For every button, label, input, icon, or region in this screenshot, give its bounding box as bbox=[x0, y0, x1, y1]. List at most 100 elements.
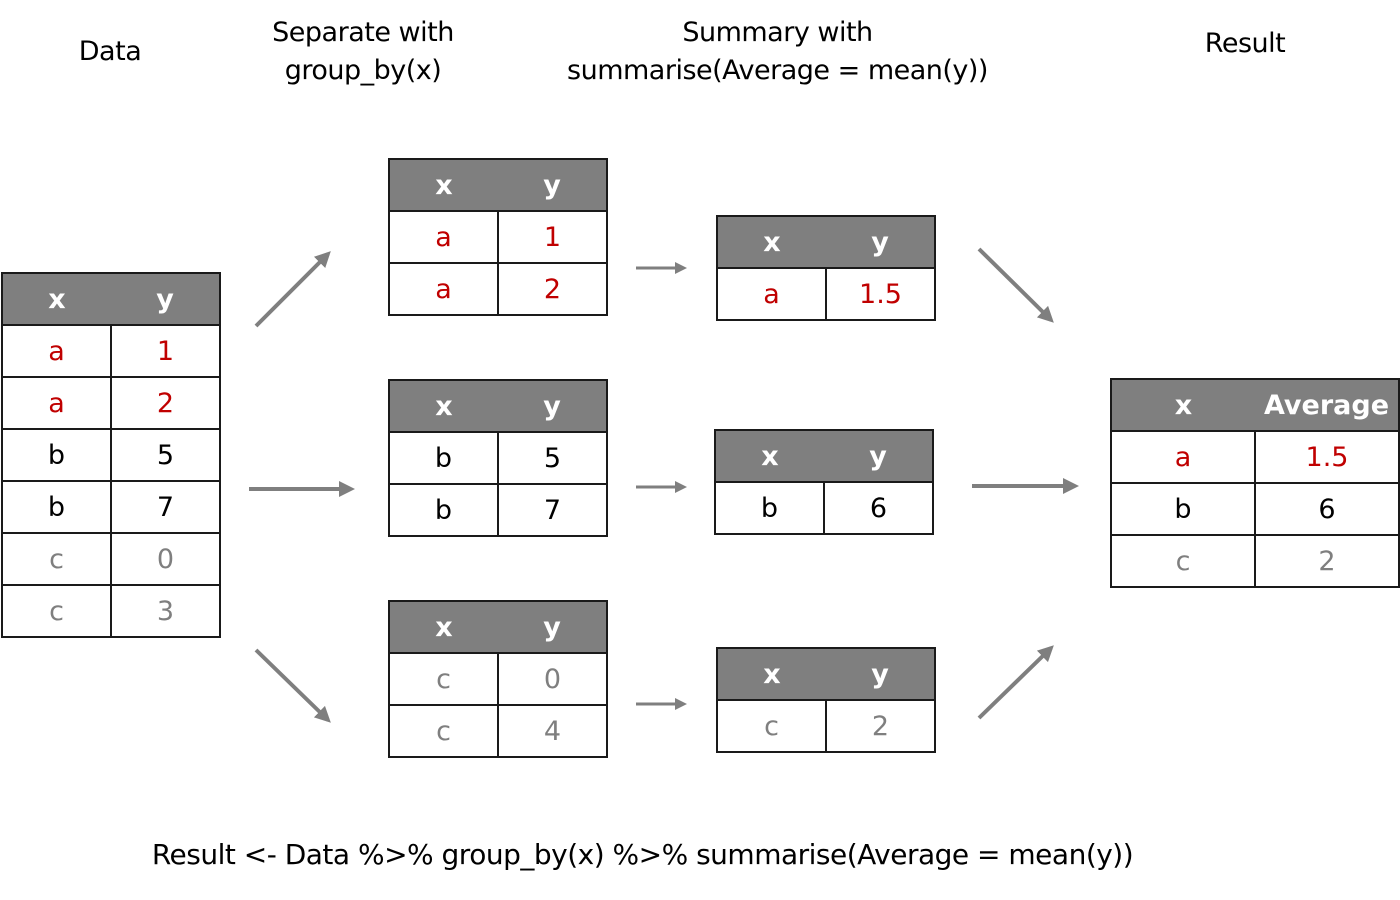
summary-table-body: a 1.5 bbox=[716, 267, 936, 321]
table-cell-x: b bbox=[388, 431, 499, 485]
summary-heading-line2: summarise(Average = mean(y)) bbox=[567, 55, 988, 86]
column-header: x bbox=[388, 158, 498, 212]
column-header: x bbox=[388, 379, 498, 433]
table-cell-y: 2 bbox=[110, 376, 221, 430]
table-cell-x: a bbox=[1, 376, 112, 430]
table-cell-x: b bbox=[1, 480, 112, 534]
arrow-data-to-group-c bbox=[254, 648, 331, 723]
table-cell-x: c bbox=[1, 584, 112, 638]
column-header: x bbox=[716, 647, 826, 701]
column-header: y bbox=[498, 158, 608, 212]
header-row: x Average bbox=[1110, 378, 1400, 432]
column-header: x bbox=[388, 600, 498, 654]
table-cell-y: 1 bbox=[497, 210, 608, 264]
table-cell-x: b bbox=[1, 428, 112, 482]
column-header: Average bbox=[1255, 378, 1400, 432]
arrow-summary-a-to-result bbox=[977, 247, 1054, 323]
table-cell-x: c bbox=[716, 699, 827, 753]
separate-heading: Separate with group_by(x) bbox=[233, 14, 493, 90]
column-header: y bbox=[111, 272, 221, 326]
table-cell-x: c bbox=[1110, 534, 1256, 588]
table-cell-y: 5 bbox=[110, 428, 221, 482]
summary-heading-line1: Summary with bbox=[682, 17, 873, 48]
separate-heading-line2: group_by(x) bbox=[284, 55, 442, 86]
table-cell-x: c bbox=[388, 704, 499, 758]
table-cell-y: 2 bbox=[825, 699, 936, 753]
table-cell-y: 5 bbox=[497, 431, 608, 485]
separate-heading-line1: Separate with bbox=[272, 17, 454, 48]
column-header: x bbox=[1, 272, 111, 326]
column-header: y bbox=[826, 215, 936, 269]
summary-heading: Summary with summarise(Average = mean(y)… bbox=[540, 14, 1015, 90]
table-cell-x: a bbox=[1110, 430, 1256, 484]
table-cell-y: 1 bbox=[110, 324, 221, 378]
table-cell-y: 0 bbox=[497, 652, 608, 706]
table-cell-x: b bbox=[388, 483, 499, 537]
column-header: y bbox=[826, 647, 936, 701]
table-row: a 1.5 bbox=[1110, 430, 1400, 484]
data-heading: Data bbox=[78, 36, 142, 67]
result-table-header: x Average bbox=[1110, 378, 1400, 432]
table-row: a 1.5 bbox=[716, 267, 936, 321]
table-cell-x: a bbox=[388, 262, 499, 316]
result-heading: Result bbox=[1204, 28, 1286, 59]
table-cell-y: 6 bbox=[823, 481, 934, 535]
result-table: x Average a 1.5 b 6 c 2 bbox=[1110, 378, 1400, 588]
result-table-body: a 1.5 b 6 c 2 bbox=[1110, 430, 1400, 588]
table-cell-y: 7 bbox=[497, 483, 608, 537]
column-header: y bbox=[824, 429, 934, 483]
table-cell-average: 2 bbox=[1254, 534, 1400, 588]
table-cell-y: 7 bbox=[110, 480, 221, 534]
arrow-summary-c-to-result bbox=[977, 645, 1054, 720]
column-header: y bbox=[498, 600, 608, 654]
arrow-data-to-group-a bbox=[254, 251, 331, 328]
pipeline-formula: Result <- Data %>% group_by(x) %>% summa… bbox=[151, 838, 1134, 871]
table-cell-average: 6 bbox=[1254, 482, 1400, 536]
column-header: x bbox=[714, 429, 824, 483]
table-cell-y: 1.5 bbox=[825, 267, 936, 321]
table-cell-y: 4 bbox=[497, 704, 608, 758]
table-cell-x: a bbox=[388, 210, 499, 264]
table-cell-x: a bbox=[716, 267, 827, 321]
table-cell-x: a bbox=[1, 324, 112, 378]
table-cell-y: 0 bbox=[110, 532, 221, 586]
table-cell-x: c bbox=[388, 652, 499, 706]
column-header: y bbox=[498, 379, 608, 433]
table-cell-x: b bbox=[714, 481, 825, 535]
